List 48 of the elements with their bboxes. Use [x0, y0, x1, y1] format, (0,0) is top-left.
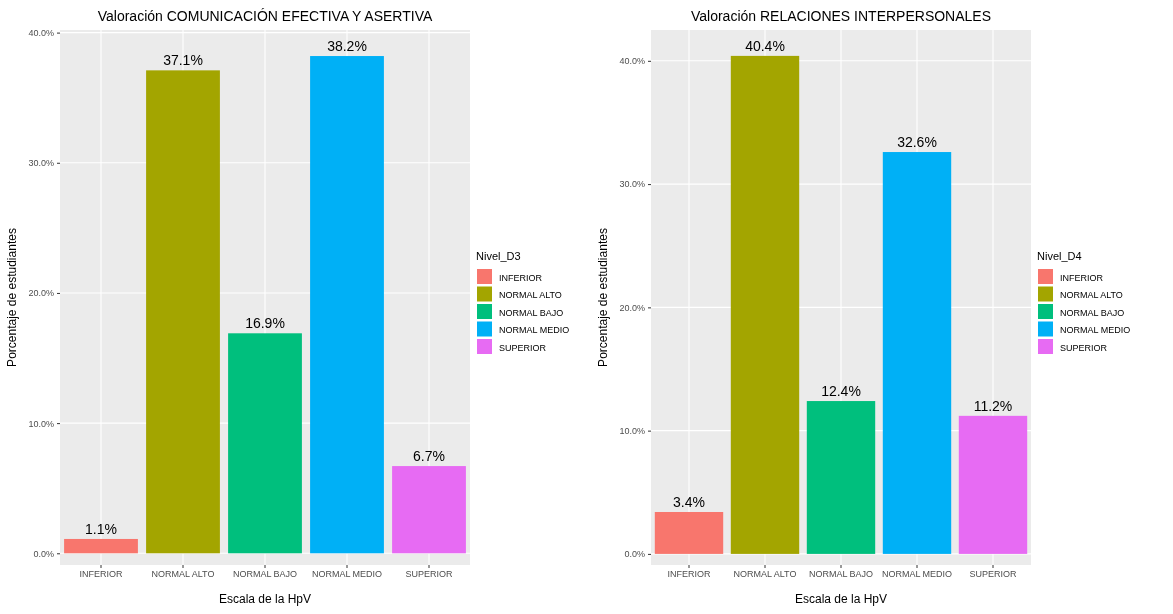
y-tick-label: 30.0%: [28, 158, 54, 169]
y-tick-label: 0.0%: [623, 549, 645, 560]
x-tick-label: NORMAL MEDIO: [881, 569, 952, 580]
data-label: 11.2%: [973, 397, 1012, 414]
legend-label: NORMAL MEDIO: [499, 325, 570, 335]
legend-label: SUPERIOR: [1059, 342, 1108, 353]
data-label: 1.1%: [85, 520, 117, 537]
x-tick-label: NORMAL BAJO: [232, 569, 298, 580]
y-tick-label: 10.0%: [28, 418, 54, 429]
x-axis-title: Escala de la HpV: [218, 592, 312, 606]
y-tick-label: 0.0%: [33, 548, 54, 559]
legend-label: NORMAL BAJO: [499, 307, 564, 318]
x-tick-label: NORMAL BAJO: [808, 569, 873, 580]
legend-label: NORMAL MEDIO: [1059, 325, 1130, 335]
x-tick-label: NORMAL ALTO: [151, 569, 215, 580]
legend-label: NORMAL ALTO: [1059, 290, 1123, 300]
x-tick-label: NORMAL ALTO: [733, 569, 796, 580]
data-label: 3.4%: [672, 493, 705, 510]
data-label: 6.7%: [413, 448, 445, 465]
y-tick-label: 40.0%: [28, 27, 54, 38]
y-axis-title: Porcentaje de estudiantes: [595, 228, 610, 367]
x-axis-title: Escala de la HpV: [794, 592, 887, 606]
x-tick-label: INFERIOR: [666, 569, 711, 580]
y-tick-label: 20.0%: [618, 302, 645, 313]
data-label: 40.4%: [744, 37, 785, 54]
y-tick-label: 30.0%: [618, 179, 645, 190]
data-label: 38.2%: [327, 38, 367, 55]
y-tick-label: 20.0%: [28, 288, 54, 299]
legend-label: INFERIOR: [1059, 272, 1103, 283]
data-label: 32.6%: [896, 134, 937, 151]
legend-title: Nivel_D3: [476, 250, 521, 262]
legend-label: SUPERIOR: [499, 342, 547, 353]
data-label: 37.1%: [163, 52, 203, 69]
y-tick-label: 40.0%: [618, 56, 645, 67]
legend-label: NORMAL ALTO: [499, 290, 562, 300]
x-tick-label: NORMAL MEDIO: [311, 569, 383, 580]
data-label: 12.4%: [820, 383, 861, 400]
legend-label: NORMAL BAJO: [1059, 307, 1124, 318]
data-label: 16.9%: [245, 315, 285, 332]
chart-title: Valoración COMUNICACIÓN EFECTIVA Y ASERTIVA: [97, 8, 433, 24]
y-axis-title: Porcentaje de estudiantes: [5, 228, 19, 367]
x-tick-label: SUPERIOR: [968, 569, 1017, 580]
legend-label: INFERIOR: [499, 272, 543, 283]
legend-title: Nivel_D4: [1036, 250, 1082, 262]
x-tick-label: SUPERIOR: [405, 569, 453, 580]
chart-title: Valoración RELACIONES INTERPERSONALES: [690, 8, 991, 24]
y-tick-label: 10.0%: [618, 426, 645, 437]
x-tick-label: INFERIOR: [79, 569, 123, 580]
